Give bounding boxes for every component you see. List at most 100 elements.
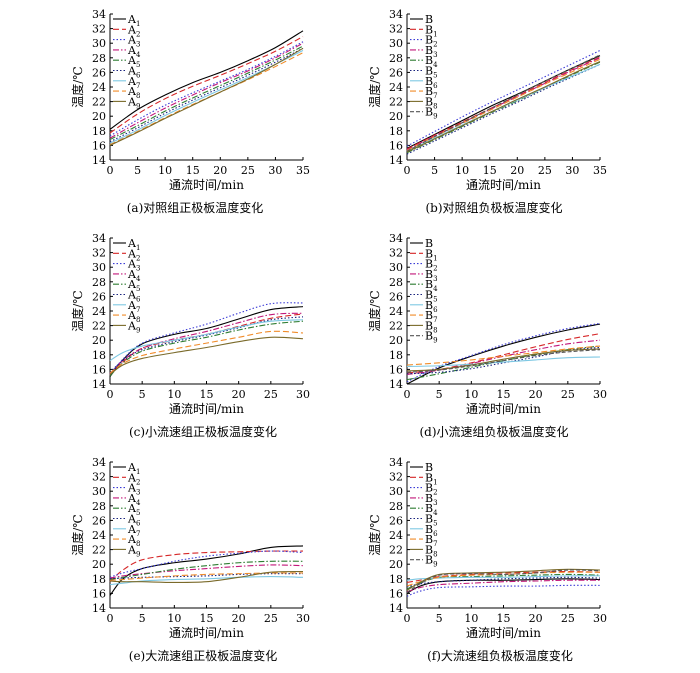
chart-caption: (e)大流速组正极板温度变化 xyxy=(129,648,277,663)
y-tick-label: 26 xyxy=(389,290,403,303)
series-line-b1 xyxy=(406,56,601,150)
legend-entry-subscript: 2 xyxy=(136,478,140,486)
legend-entry-subscript: 8 xyxy=(136,540,140,548)
legend-entry-subscript: 1 xyxy=(136,468,140,476)
legend-entry: A3 xyxy=(127,482,140,497)
x-tick-label: 0 xyxy=(404,612,411,625)
y-tick-label: 26 xyxy=(92,290,106,303)
legend-entry-subscript: 5 xyxy=(433,520,437,528)
legend-entry-subscript: 5 xyxy=(136,285,140,293)
legend-entry-name: A xyxy=(127,65,137,78)
x-tick-label: 5 xyxy=(436,388,443,401)
legend-entry: A4 xyxy=(127,44,141,59)
legend-entry: A6 xyxy=(127,513,141,528)
series-line-b8 xyxy=(406,568,601,591)
y-tick-label: 22 xyxy=(389,544,403,557)
series-line-a5 xyxy=(109,320,304,377)
chart-caption: (c)小流速组正极板温度变化 xyxy=(129,424,277,439)
legend-entry-name: A xyxy=(127,268,137,281)
legend-entry-subscript: 7 xyxy=(136,306,140,314)
legend-entry-subscript: 7 xyxy=(433,316,437,324)
y-tick-label: 34 xyxy=(389,8,403,21)
y-tick-label: 32 xyxy=(92,23,106,36)
legend-entry-subscript: 9 xyxy=(433,337,437,345)
x-tick-label: 25 xyxy=(264,388,278,401)
legend-entry: B6 xyxy=(425,523,438,538)
x-tick-label: 10 xyxy=(167,388,181,401)
chart-caption: (d)小流速组负极板温度变化 xyxy=(419,424,568,439)
legend-entry: B9 xyxy=(425,330,438,345)
series-line-b9 xyxy=(406,54,601,152)
x-tick-label: 15 xyxy=(483,164,497,177)
legend-entry: B2 xyxy=(425,34,438,49)
x-tick-label: 35 xyxy=(593,164,607,177)
series-line-a5 xyxy=(109,45,304,141)
y-tick-label: 14 xyxy=(389,378,403,391)
y-tick-label: 14 xyxy=(92,378,106,391)
legend-entry-name: B xyxy=(425,44,433,57)
series-line-b5 xyxy=(406,346,601,375)
x-tick-label: 15 xyxy=(497,388,511,401)
y-tick-label: 18 xyxy=(92,125,106,138)
legend-entry: B1 xyxy=(425,471,438,486)
x-tick-label: 10 xyxy=(158,164,172,177)
chart-caption: (a)对照组正极板温度变化 xyxy=(127,200,264,215)
x-tick-label: 0 xyxy=(404,388,411,401)
x-tick-label: 15 xyxy=(186,164,200,177)
legend-entry-subscript: 1 xyxy=(433,30,437,38)
legend-entry-subscript: 9 xyxy=(136,550,140,558)
legend-entry: B5 xyxy=(425,513,438,528)
legend-entry: B xyxy=(425,13,433,26)
series-line-a4 xyxy=(109,312,304,375)
legend-entry-subscript: 2 xyxy=(433,265,437,273)
y-tick-label: 28 xyxy=(92,500,106,513)
series-line-b7 xyxy=(406,571,601,587)
y-tick-label: 34 xyxy=(389,456,403,469)
legend-entry-subscript: 1 xyxy=(433,254,437,262)
y-tick-label: 30 xyxy=(389,485,403,498)
legend-entry: A1 xyxy=(127,461,140,476)
series-line-b8 xyxy=(406,60,601,153)
y-tick-label: 22 xyxy=(389,320,403,333)
legend-entry-name: A xyxy=(127,533,137,546)
legend-entry-name: A xyxy=(127,461,137,474)
y-tick-label: 24 xyxy=(92,81,106,94)
legend-entry-name: B xyxy=(425,85,433,98)
legend-entry: A9 xyxy=(127,319,140,334)
x-tick-label: 5 xyxy=(139,388,146,401)
y-tick-label: 32 xyxy=(92,471,106,484)
y-axis-label: 温度/℃ xyxy=(70,66,85,107)
series-line-a9 xyxy=(109,336,304,375)
legend-entry-name: B xyxy=(425,54,433,67)
y-tick-label: 20 xyxy=(92,110,106,123)
legend-entry-subscript: 7 xyxy=(433,540,437,548)
legend-entry: A8 xyxy=(127,309,140,324)
legend-entry-name: B xyxy=(425,34,433,47)
y-tick-label: 14 xyxy=(389,602,403,615)
legend-entry: A2 xyxy=(127,23,140,38)
legend-entry-subscript: 6 xyxy=(136,72,141,80)
x-tick-label: 25 xyxy=(538,164,552,177)
legend-entry-name: B xyxy=(425,289,433,302)
y-tick-label: 24 xyxy=(389,529,403,542)
legend-entry-subscript: 6 xyxy=(433,530,438,538)
legend-entry: B3 xyxy=(425,268,438,283)
legend-entry-name: B xyxy=(425,23,433,36)
y-axis-label: 温度/℃ xyxy=(70,514,85,555)
y-tick-label: 26 xyxy=(389,66,403,79)
legend-entry-subscript: 9 xyxy=(136,102,140,110)
legend-entry-subscript: 3 xyxy=(433,51,437,59)
legend-entry: A2 xyxy=(127,247,140,262)
y-tick-label: 24 xyxy=(92,305,106,318)
legend-entry-name: A xyxy=(127,247,137,260)
legend-entry-name: B xyxy=(425,471,433,484)
legend-entry-subscript: 3 xyxy=(136,41,140,49)
y-tick-label: 30 xyxy=(92,261,106,274)
legend-entry-name: B xyxy=(425,13,433,26)
legend-entry-name: B xyxy=(425,492,433,505)
series-line-b9 xyxy=(406,349,601,373)
legend-entry: A4 xyxy=(127,492,141,507)
